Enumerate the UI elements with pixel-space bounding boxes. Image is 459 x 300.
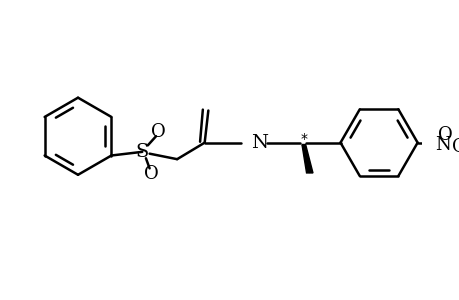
Text: O: O bbox=[452, 138, 459, 156]
Text: N: N bbox=[251, 134, 268, 152]
Text: O: O bbox=[151, 123, 166, 141]
Text: O: O bbox=[437, 126, 452, 144]
Polygon shape bbox=[301, 145, 312, 173]
Text: *: * bbox=[300, 132, 307, 146]
Text: O: O bbox=[144, 165, 158, 183]
Text: N: N bbox=[435, 136, 450, 154]
Text: S: S bbox=[135, 143, 149, 161]
